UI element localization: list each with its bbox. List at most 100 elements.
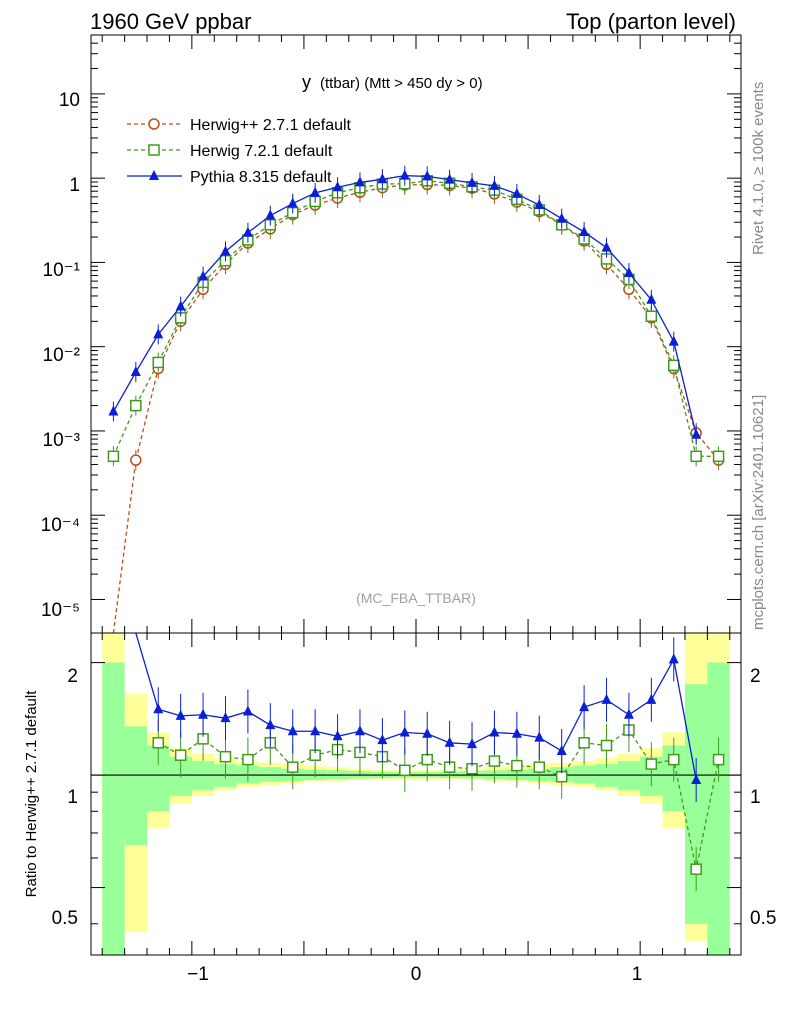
y-tick-label-10: 10 [59,90,80,111]
ratio-pythia-point-15 [444,736,455,747]
band-green-bin-27 [707,662,730,955]
ratio-pythia-point-19 [534,731,545,742]
ratio-pythia-point-17 [489,726,500,737]
ratio-pythia-point-5 [220,712,231,723]
point-2-19 [534,199,545,210]
legend-circle-marker [148,118,160,130]
legend-label-herwig7: Herwig 7.2.1 default [190,143,333,160]
series-line-1 [112,180,719,457]
header-left: 1960 GeV ppbar [90,9,251,34]
legend-item-pythia: Pythia 8.315 default [127,169,332,186]
ratio-herwig7-point-24 [645,758,658,770]
legend-label-herwigpp: Herwig++ 2.7.1 default [190,117,352,134]
header-right: Top (parton level) [566,9,736,34]
point-1-24 [645,310,658,322]
ratio-herwig7-point-26 [690,863,702,875]
point-2-13 [399,169,410,180]
x-tick-label-0: 0 [411,964,422,985]
ratio-pythia-point-13 [399,726,410,737]
point-2-15 [444,173,455,184]
series-2 [108,165,702,445]
point-2-6 [242,226,253,237]
y-tick-label-0.1: 10⁻¹ [43,260,81,281]
ratio-pythia-point-4 [198,708,209,719]
point-2-24 [646,293,657,304]
ratio-series-group [135,632,725,892]
point-2-26 [691,428,702,439]
x-tick-label-1: 1 [632,964,643,985]
axis-ticks [91,34,741,955]
ratio-herwig7-point-22 [600,739,613,752]
ratio-herwig7 [152,708,725,892]
ratio-herwig7-point-25 [668,753,680,766]
chart-title-main: y [302,72,311,92]
ratio-pythia-point-16 [467,738,478,749]
ratio-pythia-point-26 [691,774,702,785]
band-green-bin-0 [102,662,125,955]
point-2-25 [668,335,679,346]
ratio-tick-label-0.5-left: 0.5 [52,908,78,929]
ratio-pythia-line [135,632,697,781]
ratio-pythia-point-18 [511,727,522,738]
ratio-herwig7-point-3 [174,749,187,761]
ratio-herwig7-point-14 [421,753,433,766]
point-2-14 [422,170,433,181]
point-2-22 [601,241,612,252]
point-2-12 [377,173,388,184]
chart-title: y (ttbar) (Mtt > 450 dy > 0) [302,72,483,92]
ratio-pythia-point-21 [579,701,590,712]
ratio-herwig7-point-5 [219,750,232,763]
point-1-26 [690,450,702,463]
ratio-herwig7-point-17 [488,755,501,767]
band-green-bin-2 [147,745,170,812]
ratio-pythia-point-6 [242,705,253,716]
point-2-10 [332,181,343,192]
point-2-4 [198,270,209,281]
ratio-herwig7-point-18 [511,759,523,772]
ratio-uncertainty-bands [102,633,730,955]
watermark: (MC_FBA_TTBAR) [356,590,476,606]
ratio-pythia-point-3 [175,709,186,720]
ratio-pythia-point-12 [377,734,388,745]
ratio-tick-label-2-right: 2 [750,666,761,687]
point-2-7 [265,209,276,220]
ratio-herwig7-point-2 [152,737,164,749]
side-label-bottom: mcplots.cern.ch [arXiv:2401.10621] [750,395,767,630]
side-label-top: Rivet 4.1.0, ≥ 100k events [750,82,767,255]
ratio-herwig7-point-13 [399,764,411,777]
ratio-herwig7-point-20 [555,770,568,783]
ratio-herwig7-point-8 [286,761,299,773]
point-2-16 [467,176,478,187]
band-green-bin-1 [124,726,148,845]
point-2-11 [354,176,365,187]
point-2-21 [579,225,590,236]
ratio-herwig7-point-19 [533,761,546,773]
series-line-0 [112,183,720,634]
point-2-9 [310,186,321,197]
legend-item-herwig7: Herwig 7.2.1 default [127,143,333,160]
y-tick-label-0.01: 10⁻² [43,345,81,366]
ratio-pythia-point-9 [310,725,321,736]
point-1-27 [712,450,725,463]
ratio-tick-label-1-right: 1 [750,787,761,808]
ratio-pythia-point-10 [332,730,343,741]
ratio-herwig7-point-21 [578,737,590,749]
y-tick-label-0.0001: 10⁻⁴ [41,515,80,536]
series-1 [107,170,725,467]
legend: Herwig++ 2.7.1 default Herwig 7.2.1 defa… [127,117,352,186]
y-tick-label-0.001: 10⁻³ [43,430,81,451]
point-1-1 [130,399,142,412]
ratio-pythia-point-11 [354,725,365,736]
ratio-pythia-point-23 [623,708,634,719]
point-2-0 [108,405,119,416]
ratio-pythia-point-14 [422,727,433,738]
ratio-tick-label-2-left: 2 [67,666,78,687]
ratio-pythia-point-7 [265,719,276,730]
point-2-8 [287,197,298,208]
ratio-pythia-point-25 [668,653,679,664]
point-2-2 [153,328,164,339]
point-1-0 [107,450,120,463]
point-2-3 [175,300,186,311]
point-2-18 [511,187,522,198]
